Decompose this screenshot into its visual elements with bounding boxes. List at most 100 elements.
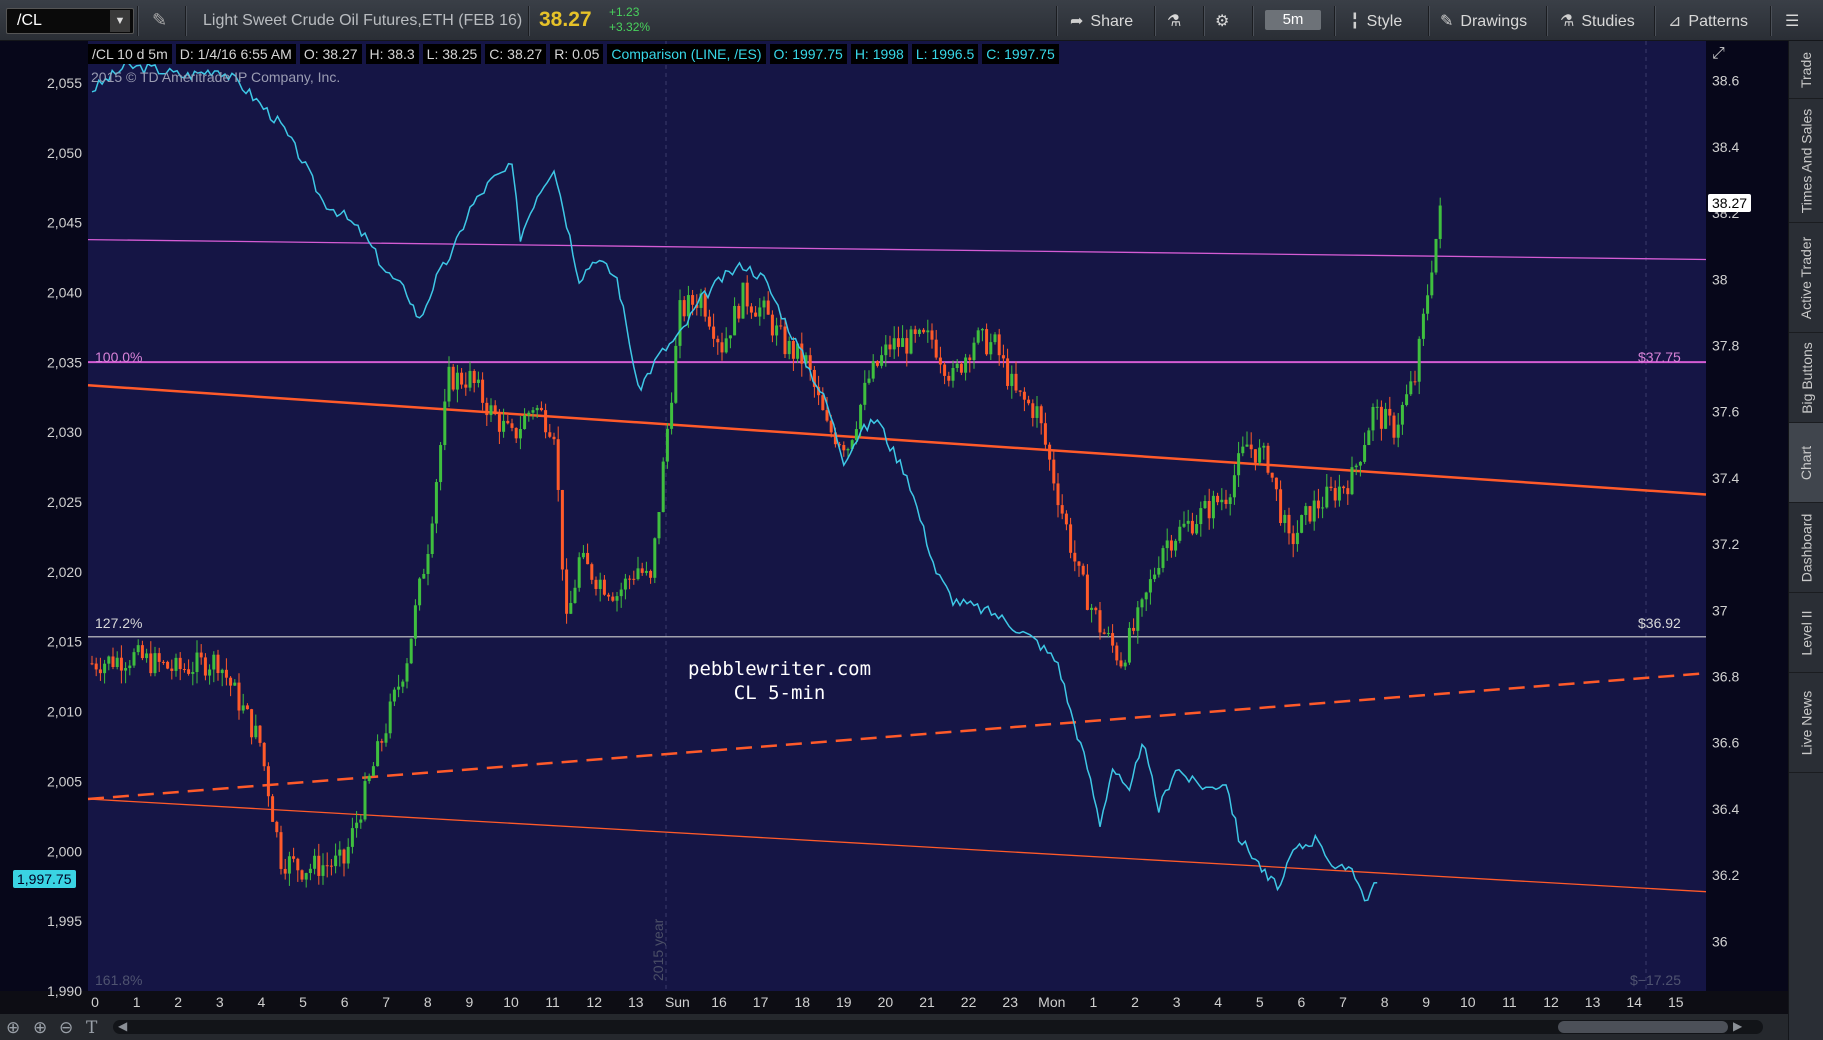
candle-body — [1350, 467, 1354, 495]
right-axis-tick: 37.8 — [1712, 338, 1739, 354]
settings-button[interactable]: ⚙ — [1215, 11, 1229, 31]
bar-low: L: 38.25 — [422, 44, 482, 64]
side-tab-chart[interactable]: Chart — [1789, 423, 1823, 503]
candle-body — [863, 382, 867, 405]
candle-body — [384, 733, 388, 743]
candle-body — [1165, 540, 1169, 549]
side-tab-dashboard[interactable]: Dashboard — [1789, 503, 1823, 593]
left-axis-tick: 2,050 — [47, 145, 82, 161]
timeframe-selector[interactable]: 5m — [1265, 10, 1321, 30]
side-tab-level-ii[interactable]: Level II — [1789, 593, 1823, 673]
pencil-icon[interactable]: ✎ — [152, 10, 168, 30]
share-button[interactable]: ➦ Share — [1070, 11, 1133, 31]
candle-body — [1195, 524, 1199, 534]
watermark: pebblewriter.com CL 5-min — [688, 657, 871, 705]
flask-button[interactable]: ⚗ — [1167, 11, 1181, 31]
candle-body — [838, 444, 842, 446]
candle-body — [115, 657, 119, 668]
last-price: 38.27 — [539, 8, 592, 31]
scroll-left-icon[interactable]: ◀ — [118, 1019, 128, 1033]
x-axis-tick: Sun — [665, 994, 690, 1010]
left-axis-tick: 2,030 — [47, 424, 82, 440]
side-tab-label: Chart — [1798, 445, 1815, 480]
candle-body — [1069, 524, 1073, 553]
cmp-close: C: 1997.75 — [982, 44, 1059, 64]
candle-body — [980, 329, 984, 331]
side-tab-live-news[interactable]: Live News — [1789, 673, 1823, 773]
candle-body — [560, 489, 564, 570]
candle-body — [1358, 461, 1362, 466]
candle-body — [930, 330, 934, 340]
side-tab-label: Active Trader — [1798, 236, 1815, 319]
toolbar-divider — [1770, 6, 1771, 36]
change-percent: +3.32% — [609, 20, 651, 34]
x-axis-tick: 3 — [216, 994, 224, 1010]
menu-button[interactable]: ☰ — [1785, 11, 1799, 31]
candle-body — [1178, 526, 1182, 541]
zoom-out-icon[interactable]: ⊖ — [59, 1018, 74, 1037]
candle-body — [1363, 445, 1367, 462]
candle-body — [1136, 607, 1140, 631]
candle-body — [741, 282, 745, 319]
candle-body — [1329, 486, 1333, 489]
right-axis-tick: 37.2 — [1712, 536, 1739, 552]
candle-body — [313, 855, 317, 869]
chart-canvas[interactable]: 2,055 2,050 2,045 2,040 2,035 2,030 2,025 2,020… — [0, 41, 1788, 1014]
x-axis-tick: 6 — [1298, 994, 1306, 1010]
watermark-line-2: CL 5-min — [733, 682, 826, 704]
style-button[interactable]: ╏ Style — [1350, 11, 1402, 31]
x-axis-tick: 10 — [1460, 994, 1476, 1010]
candle-body — [674, 345, 678, 403]
candle-body — [628, 578, 632, 580]
candle-body — [917, 329, 921, 334]
candle-body — [556, 439, 560, 490]
x-axis-tick: 16 — [711, 994, 727, 1010]
side-tab-times-and-sales[interactable]: Times And Sales — [1789, 99, 1823, 223]
candle-body — [191, 672, 195, 674]
toolbar-divider — [185, 6, 186, 36]
toolbar-divider — [1154, 6, 1155, 36]
candle-body — [1102, 632, 1106, 634]
time-scrollbar[interactable]: ◀ ▶ — [113, 1019, 1763, 1034]
x-axis-tick: 11 — [1502, 994, 1517, 1010]
candle-body — [947, 375, 951, 381]
x-axis-tick: 12 — [586, 994, 602, 1010]
pattern-icon: ⊿ — [1668, 13, 1682, 30]
expand-icon[interactable]: ⤢ — [1712, 45, 1725, 62]
candle-body — [1274, 477, 1278, 490]
side-tab-label: Times And Sales — [1798, 108, 1815, 213]
candle-body — [174, 657, 178, 671]
comparison-label: Comparison (LINE, /ES) — [607, 44, 766, 64]
chart-area[interactable]: 2,055 2,050 2,045 2,040 2,035 2,030 2,025 2,020… — [0, 41, 1788, 1040]
drawings-button[interactable]: ✎ Drawings — [1440, 11, 1527, 31]
candle-body — [623, 578, 627, 590]
candle-body — [145, 653, 149, 659]
patterns-button[interactable]: ⊿ Patterns — [1668, 11, 1748, 31]
candle-body — [1035, 406, 1039, 418]
candle-body — [871, 361, 875, 379]
candle-body — [850, 440, 854, 450]
candle-body — [497, 414, 501, 432]
scroll-right-icon[interactable]: ▶ — [1733, 1019, 1743, 1033]
candle-body — [619, 589, 623, 597]
zoom-in-icon[interactable]: ⊕ — [33, 1018, 48, 1037]
candle-body — [317, 855, 321, 876]
studies-button[interactable]: ⚗ Studies — [1560, 11, 1635, 31]
scrollbar-thumb[interactable] — [1558, 1021, 1728, 1033]
right-axis-tick: 37.4 — [1712, 470, 1739, 486]
candle-body — [938, 357, 942, 365]
side-tab-big-buttons[interactable]: Big Buttons — [1789, 333, 1823, 423]
candle-body — [355, 822, 359, 829]
candle-body — [859, 404, 863, 430]
candle-body — [94, 663, 98, 670]
side-tab-active-trader[interactable]: Active Trader — [1789, 223, 1823, 333]
chevron-down-icon[interactable]: ▼ — [110, 10, 130, 32]
ohlc-info-bar: /CL 10 d 5m D: 1/4/16 6:55 AM O: 38.27 H… — [88, 44, 1063, 64]
side-tab-trade[interactable]: Trade — [1789, 41, 1823, 99]
text-tool-icon[interactable]: T — [86, 1018, 98, 1038]
candle-body — [350, 828, 354, 847]
candle-body — [724, 338, 728, 353]
left-axis-tick: 2,005 — [47, 773, 82, 789]
pan-icon[interactable]: ⊕ — [6, 1018, 21, 1037]
candle-body — [1266, 445, 1270, 473]
